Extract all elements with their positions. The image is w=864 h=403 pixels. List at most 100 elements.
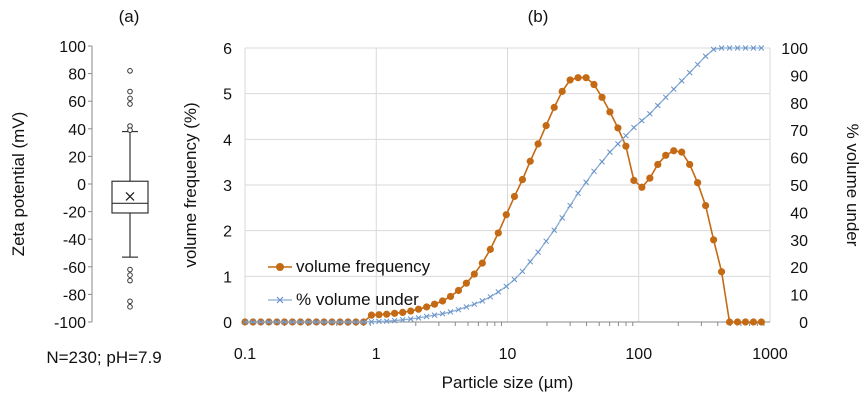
data-point-volume-under	[391, 317, 398, 324]
data-point-volume-under	[503, 283, 510, 290]
y-tick-label-a: 20	[68, 149, 86, 166]
data-point-volume-under	[654, 102, 661, 109]
outlier-point	[127, 127, 133, 133]
data-point-volume-frequency	[566, 76, 574, 84]
y-tick-label-a: 100	[59, 39, 86, 56]
data-point-volume-under	[694, 61, 701, 68]
data-point-volume-under	[678, 78, 685, 84]
y-tick-label-a: -40	[63, 232, 86, 249]
data-point-volume-under	[360, 319, 367, 325]
outlier-point	[127, 101, 133, 107]
y2-tick-label: 40	[790, 205, 808, 222]
data-point-volume-frequency	[383, 310, 391, 318]
data-point-volume-under	[447, 309, 454, 315]
data-point-volume-frequency	[622, 142, 630, 150]
data-point-volume-frequency	[478, 259, 486, 267]
data-point-volume-under	[376, 318, 382, 325]
data-point-volume-frequency	[391, 309, 399, 317]
data-point-volume-under	[567, 202, 573, 209]
data-point-volume-under	[662, 94, 669, 101]
y2-tick-label: 50	[790, 178, 808, 195]
legend-label-volume-frequency: volume frequency	[296, 257, 431, 276]
data-point-volume-under	[423, 313, 430, 320]
data-point-volume-under	[313, 319, 320, 325]
data-point-volume-frequency	[582, 74, 590, 82]
y-tick-label-a: 80	[68, 67, 86, 84]
data-point-volume-under	[599, 158, 605, 165]
data-point-volume-frequency	[670, 147, 678, 155]
data-point-volume-under	[479, 298, 486, 304]
x-tick-label: 100	[625, 346, 652, 363]
data-point-volume-frequency	[526, 157, 534, 165]
outlier-point	[127, 298, 133, 305]
data-point-volume-under	[511, 276, 518, 283]
data-point-volume-under	[575, 190, 581, 197]
data-point-volume-frequency	[662, 151, 670, 159]
data-point-volume-under	[631, 124, 637, 131]
data-point-volume-under	[242, 319, 248, 325]
outlier-point	[127, 266, 133, 273]
data-point-volume-under	[439, 310, 446, 317]
legend-marker-volume-under	[276, 296, 284, 304]
data-point-volume-frequency	[558, 87, 566, 95]
outlier-point	[127, 272, 133, 278]
data-point-volume-under	[623, 132, 629, 139]
series-line-volume-frequency	[245, 76, 762, 323]
y2-tick-label: 20	[790, 260, 808, 277]
data-point-volume-frequency	[367, 311, 376, 319]
data-point-volume-frequency	[654, 160, 662, 169]
data-point-volume-frequency	[717, 268, 726, 276]
data-point-volume-under	[383, 318, 390, 325]
data-point-volume-under	[646, 110, 653, 117]
x-tick-label: 1	[372, 346, 381, 363]
data-point-volume-frequency	[462, 279, 470, 287]
y-tick-label-a: -80	[63, 287, 86, 304]
data-point-volume-under	[527, 258, 534, 265]
y2-tick-label: 100	[781, 41, 808, 58]
data-point-volume-frequency	[598, 93, 606, 101]
data-point-volume-frequency	[446, 292, 455, 301]
panel-label-b: (b)	[528, 7, 549, 26]
data-point-volume-frequency	[423, 303, 431, 311]
data-point-volume-under	[551, 227, 558, 234]
data-point-volume-under	[353, 319, 359, 325]
data-point-volume-under	[702, 53, 709, 60]
x-tick-label: 0.1	[234, 346, 256, 363]
data-point-volume-frequency	[454, 286, 463, 295]
y-tick-label: 3	[223, 178, 232, 195]
data-point-volume-under	[471, 301, 478, 308]
data-point-volume-under	[415, 315, 422, 321]
data-point-volume-under	[337, 319, 343, 325]
data-point-volume-under	[329, 319, 335, 325]
y-tick-label: 6	[223, 41, 232, 58]
y-axis-label-a: Zeta potential (mV)	[9, 112, 28, 257]
data-point-volume-frequency	[407, 307, 415, 315]
data-point-volume-frequency	[686, 160, 694, 169]
data-point-volume-frequency	[574, 74, 582, 82]
data-point-volume-frequency	[694, 179, 702, 187]
data-point-volume-under	[345, 319, 351, 325]
data-point-volume-under	[257, 319, 264, 325]
data-point-volume-under	[670, 86, 677, 92]
data-point-volume-under	[686, 69, 693, 76]
data-point-volume-under	[591, 168, 597, 175]
y-axis-label: volume frequency (%)	[181, 102, 200, 267]
y2-tick-label: 60	[790, 151, 808, 168]
outlier-point	[127, 277, 133, 284]
data-point-volume-under	[250, 319, 256, 325]
data-point-volume-frequency	[741, 318, 750, 326]
outlier-point	[127, 88, 133, 95]
data-point-volume-frequency	[518, 175, 527, 184]
outlier-point	[127, 304, 133, 310]
y-tick-label-a: -20	[63, 205, 86, 222]
outlier-point	[127, 95, 133, 102]
data-point-volume-under	[495, 289, 502, 295]
data-point-volume-under	[734, 45, 741, 51]
x-tick-label: 10	[499, 346, 517, 363]
data-point-volume-under	[535, 249, 541, 255]
data-point-volume-frequency	[709, 236, 718, 244]
data-point-volume-frequency	[590, 80, 598, 89]
data-point-volume-under	[274, 319, 280, 325]
data-point-volume-under	[431, 312, 438, 319]
